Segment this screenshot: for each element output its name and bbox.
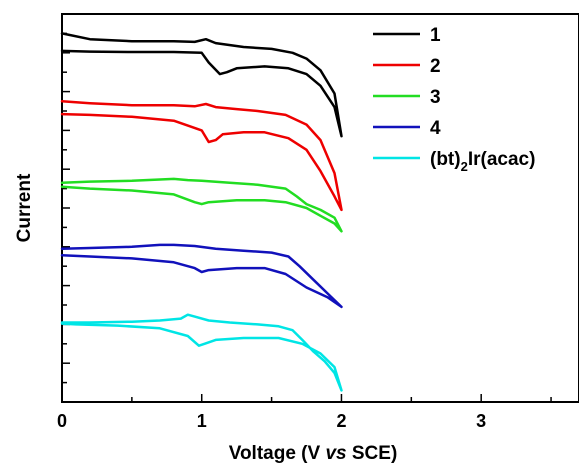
legend-label-4: 4 xyxy=(430,118,441,139)
x-axis-title-vs: vs xyxy=(325,443,346,464)
x-tick-label: 1 xyxy=(197,411,207,431)
x-tick-label: 3 xyxy=(476,411,486,431)
x-tick-labels: 0 1 2 3 xyxy=(57,411,486,431)
series-line-3 xyxy=(60,177,343,233)
series-line-2 xyxy=(60,100,343,212)
legend-label-5: (bt)2Ir(acac) xyxy=(430,149,535,174)
legend-label-part: (bt) xyxy=(430,149,461,170)
legend-label-3: 3 xyxy=(430,87,441,108)
y-axis-title: Current xyxy=(14,173,35,242)
x-tick-label: 2 xyxy=(336,411,346,431)
series-lines xyxy=(60,32,343,392)
x-tick-label: 0 xyxy=(57,411,67,431)
x-axis-title-part-2: SCE) xyxy=(347,443,398,464)
series-line-1 xyxy=(60,32,343,138)
legend-label-subscript: 2 xyxy=(461,159,468,174)
series-line-5 xyxy=(60,313,343,392)
legend-label-2: 2 xyxy=(430,56,441,77)
x-axis-title: Voltage (V vs SCE) xyxy=(229,443,398,464)
series-line-4 xyxy=(60,243,343,309)
legend-label-1: 1 xyxy=(430,25,441,46)
x-axis-title-part-1: Voltage (V xyxy=(229,443,326,464)
legend-label-part: Ir(acac) xyxy=(468,149,536,170)
